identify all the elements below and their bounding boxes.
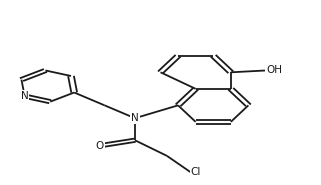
Text: O: O bbox=[96, 141, 104, 151]
Text: N: N bbox=[21, 91, 29, 101]
Text: OH: OH bbox=[266, 65, 282, 75]
Text: Cl: Cl bbox=[191, 167, 201, 177]
Text: N: N bbox=[131, 113, 139, 123]
